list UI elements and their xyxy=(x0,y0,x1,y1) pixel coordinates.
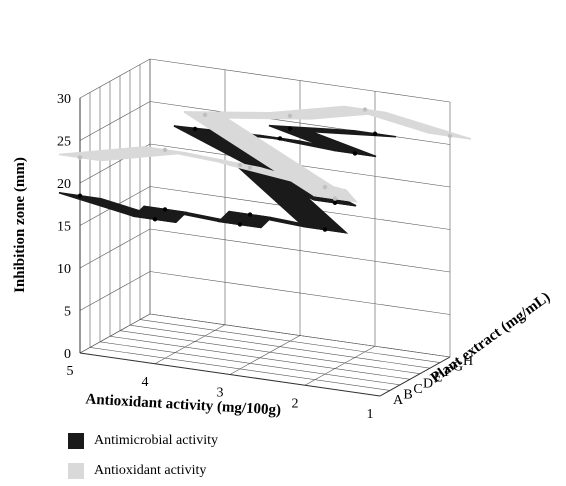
legend-label-antioxidant: Antioxidant activity xyxy=(94,463,207,478)
surface-patch-series-1 xyxy=(343,105,472,140)
back-wall-gridline xyxy=(149,101,451,145)
data-point-series-1 xyxy=(287,113,293,119)
data-point-series-1 xyxy=(237,162,243,168)
floor-gridline xyxy=(109,335,411,380)
data-point-series-0 xyxy=(322,227,328,232)
back-wall-gridline xyxy=(149,58,451,103)
left-wall-gridline xyxy=(79,228,151,269)
z-tick-label: 30 xyxy=(57,92,71,107)
data-point-series-0 xyxy=(287,126,293,131)
y-axis-line xyxy=(379,356,451,397)
floor-gridline xyxy=(304,345,376,386)
data-point-series-0 xyxy=(277,136,283,141)
data-point-series-0 xyxy=(152,217,158,222)
data-point-series-0 xyxy=(352,151,358,156)
chart: 0 5 10 15 20 25 30 5 4 3 2 1 A B C D E F G H Inhibition zon… xyxy=(12,58,553,479)
z-tick-label: 5 xyxy=(64,305,71,320)
legend-swatch-antioxidant xyxy=(68,463,84,479)
surface-plot xyxy=(58,105,472,234)
floor-gridline xyxy=(229,335,301,375)
z-axis-title: Inhibition zone (mm) xyxy=(12,157,28,293)
left-wall-gridline xyxy=(79,58,151,99)
x-tick-label: 4 xyxy=(142,375,149,390)
back-wall-gridline xyxy=(149,271,451,315)
legend-swatch-antimicrobial xyxy=(68,433,84,449)
data-point-series-0 xyxy=(247,212,253,217)
data-point-series-1 xyxy=(77,155,83,160)
left-wall-gridline xyxy=(79,101,151,141)
data-point-series-0 xyxy=(192,126,198,132)
y-tick-label: D xyxy=(423,376,433,391)
y-tick-label: H xyxy=(463,354,473,369)
z-tick-label: 25 xyxy=(57,135,71,150)
x-tick-label: 1 xyxy=(367,407,374,422)
x-tick-label: 5 xyxy=(67,364,74,379)
floor-gridline xyxy=(89,347,391,391)
grid-lines xyxy=(79,58,451,397)
data-point-series-1 xyxy=(322,184,328,190)
data-point-series-0 xyxy=(237,222,243,227)
data-point-series-0 xyxy=(372,131,378,136)
floor-gridline xyxy=(99,341,401,386)
x-tick-label: 2 xyxy=(292,396,299,411)
data-point-series-1 xyxy=(162,147,168,153)
x-axis-title: Antioxidant activity (mg/100g) xyxy=(85,391,281,418)
x-tick-label: 3 xyxy=(217,386,224,401)
chart-plot: 0 5 10 15 20 25 30 5 4 3 2 1 A B C D E F G H Inhibition zon… xyxy=(12,58,553,422)
y-tick-label: A xyxy=(393,393,404,408)
data-point-series-1 xyxy=(447,133,453,139)
legend-label-antimicrobial: Antimicrobial activity xyxy=(94,433,219,448)
data-point-series-1 xyxy=(202,112,208,118)
floor-gridline xyxy=(154,324,226,365)
y-axis-title: Plant extract (mg/mL) xyxy=(428,289,553,386)
y-tick-label: B xyxy=(403,387,412,402)
y-tick-label: G xyxy=(453,360,463,375)
x-axis-line xyxy=(79,352,381,397)
floor-gridline xyxy=(119,330,421,375)
floor-gridline xyxy=(139,319,441,363)
data-point-series-1 xyxy=(362,107,368,112)
z-tick-label: 10 xyxy=(57,262,71,277)
z-tick-label: 0 xyxy=(64,347,71,362)
y-tick-label: E xyxy=(434,371,443,386)
y-tick-label: F xyxy=(444,365,452,380)
left-wall-gridline xyxy=(79,271,151,311)
legend: Antimicrobial activity Antioxidant activ… xyxy=(68,426,218,486)
data-point-series-0 xyxy=(162,207,168,212)
z-tick-label: 15 xyxy=(57,220,71,235)
legend-item-antimicrobial: Antimicrobial activity xyxy=(68,426,218,456)
tick-labels: 0 5 10 15 20 25 30 5 4 3 2 1 A B C D E F G H xyxy=(57,92,473,422)
data-point-series-1 xyxy=(247,165,253,171)
legend-item-antioxidant: Antioxidant activity xyxy=(68,456,218,486)
floor-gridline xyxy=(129,324,431,369)
left-wall-gridline xyxy=(79,313,151,354)
back-wall-gridline xyxy=(149,313,451,358)
surface-patch-series-0 xyxy=(268,124,397,138)
data-point-series-0 xyxy=(332,200,338,205)
data-point-series-1 xyxy=(332,196,338,201)
y-tick-label: C xyxy=(413,382,422,397)
z-tick-label: 20 xyxy=(57,177,71,192)
back-wall-gridline xyxy=(149,228,451,273)
data-point-series-0 xyxy=(77,193,83,198)
